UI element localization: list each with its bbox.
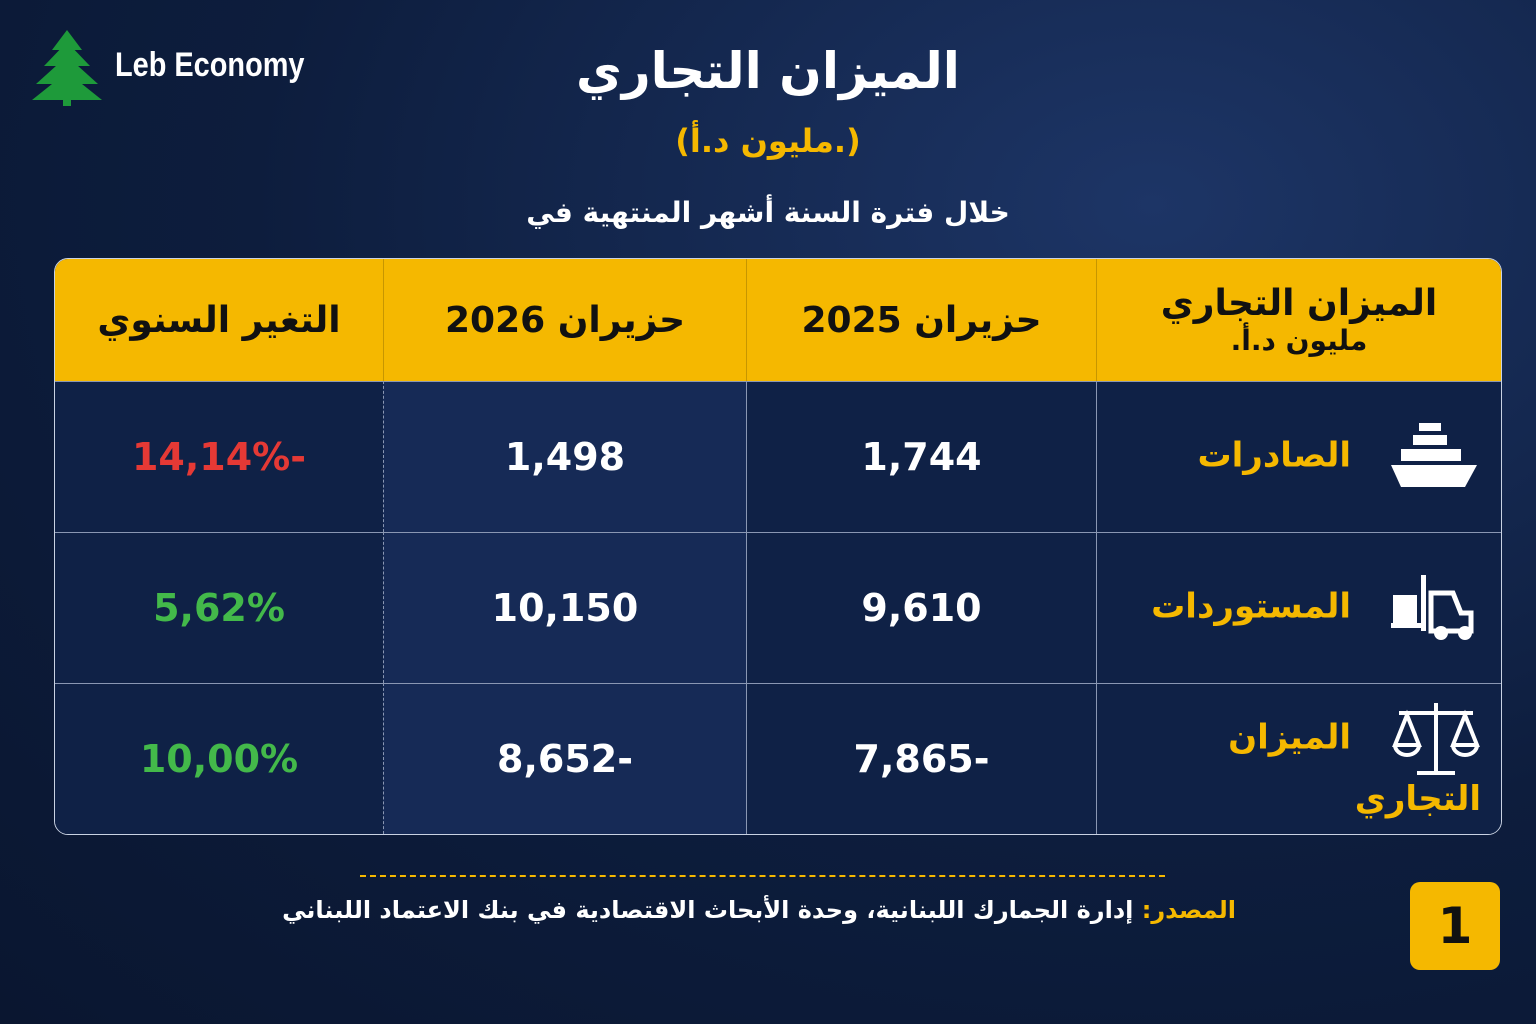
row-label: الميزان التجاري [1228, 717, 1481, 820]
row: الميزان التجاري -7,865 -8,652 10,00% [55, 683, 1501, 834]
brand: Leb Economy [115, 46, 305, 84]
header-note: مليون د.أ. [1230, 324, 1368, 357]
cell: 10,150 [383, 532, 746, 683]
header-cell: التغير السنوي [55, 259, 383, 381]
row-label-cell: المستوردات [1096, 532, 1501, 683]
divider [360, 875, 1165, 877]
cell: 1,498 [383, 381, 746, 532]
source: المصدر: إدارة الجمارك اللبنانية، وحدة ال… [282, 896, 1236, 924]
row: الصادرات 1,744 1,498 -14,14% [55, 381, 1501, 532]
row: المستوردات 9,610 10,150 5,62% [55, 532, 1501, 683]
header-row: الميزان التجاري مليون د.أ. حزيران 2025 حز… [55, 259, 1501, 381]
cell: -8,652 [383, 683, 746, 834]
ship-icon [1391, 423, 1477, 487]
period: خلال فترة السنة أشهر المنتهية في [526, 196, 1010, 229]
source-label: المصدر: [1141, 896, 1236, 924]
scale-icon [1392, 703, 1480, 775]
cell: 9,610 [746, 532, 1096, 683]
header-text: الميزان التجاري [1160, 283, 1438, 324]
row-label-cell: الصادرات [1096, 381, 1501, 532]
row-label: الصادرات [1197, 435, 1351, 476]
row-label: المستوردات [1151, 586, 1351, 627]
change-cell: 10,00% [55, 683, 383, 834]
forklift-icon [1391, 575, 1474, 640]
cell: -7,865 [746, 683, 1096, 834]
change-cell: 5,62% [55, 532, 383, 683]
title: الميزان التجاري [576, 42, 960, 100]
row-label-cell: الميزان التجاري [1096, 683, 1501, 834]
header-cell: الميزان التجاري مليون د.أ. [1096, 259, 1501, 381]
trade-table: الميزان التجاري مليون د.أ. حزيران 2025 حز… [54, 258, 1502, 835]
page-number: 1 [1410, 882, 1500, 970]
subtitle: (مليون د.أ.) [675, 122, 861, 160]
cell: 1,744 [746, 381, 1096, 532]
change-cell: -14,14% [55, 381, 383, 532]
source-text: إدارة الجمارك اللبنانية، وحدة الأبحاث ال… [282, 896, 1134, 924]
cedar-logo [32, 30, 102, 106]
header-cell: حزيران 2025 [746, 259, 1096, 381]
header-cell: حزيران 2026 [383, 259, 746, 381]
